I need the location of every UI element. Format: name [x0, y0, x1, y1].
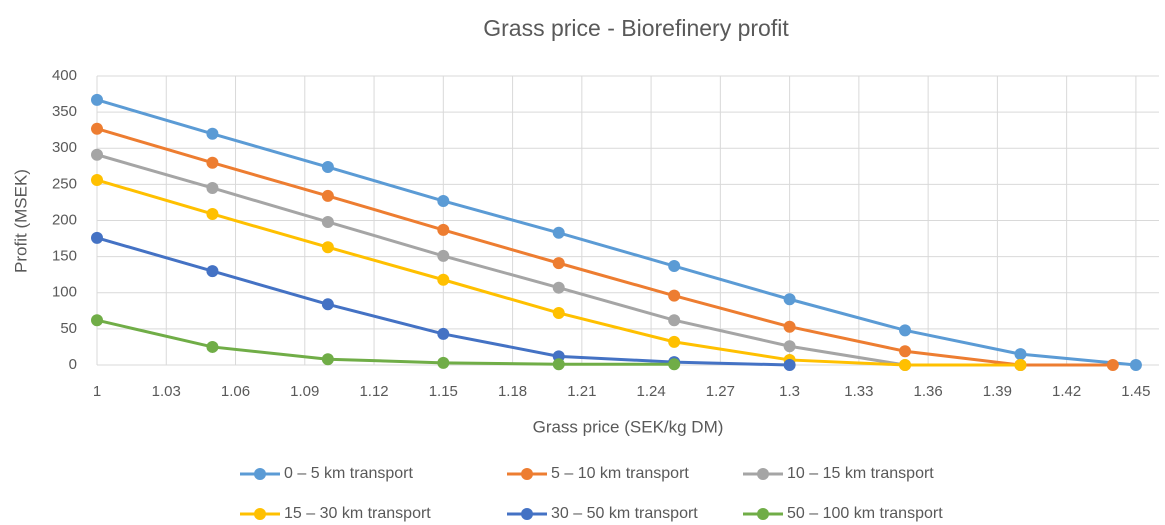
- data-point: [552, 257, 565, 270]
- series-line: [96, 98, 1137, 367]
- data-point: [668, 358, 681, 371]
- legend-label: 10 – 15 km transport: [787, 465, 934, 482]
- series-line: [96, 127, 1113, 367]
- x-tick-label: 1.3: [779, 383, 800, 400]
- data-point: [206, 265, 219, 278]
- data-point: [437, 223, 450, 236]
- data-point: [437, 194, 450, 207]
- data-point: [899, 324, 912, 337]
- data-point: [321, 298, 334, 311]
- y-tick-label: 0: [69, 356, 77, 373]
- data-point: [91, 148, 103, 161]
- data-point: [668, 289, 681, 302]
- data-point: [321, 215, 334, 228]
- data-point: [1014, 359, 1027, 371]
- x-tick-label: 1.18: [498, 383, 527, 400]
- data-point: [783, 340, 796, 353]
- y-tick-label: 150: [52, 248, 77, 265]
- data-point: [321, 189, 334, 202]
- data-point: [206, 127, 219, 140]
- y-tick-label: 350: [52, 103, 77, 120]
- data-point: [552, 358, 565, 371]
- x-tick-label: 1: [93, 383, 101, 400]
- data-point: [321, 161, 334, 174]
- x-tick-label: 1.45: [1121, 383, 1150, 400]
- legend-marker: [757, 508, 769, 520]
- chart-title: Grass price - Biorefinery profit: [483, 15, 789, 41]
- data-point: [668, 314, 681, 327]
- legend-label: 0 – 5 km transport: [284, 465, 414, 482]
- data-point: [206, 181, 219, 194]
- data-point: [91, 122, 103, 135]
- legend-label: 50 – 100 km transport: [787, 505, 943, 522]
- data-point: [206, 156, 219, 169]
- y-tick-label: 100: [52, 284, 77, 301]
- series-line: [96, 318, 675, 366]
- data-point: [91, 231, 103, 244]
- data-point: [206, 207, 219, 220]
- data-point: [899, 345, 912, 358]
- x-tick-label: 1.42: [1052, 383, 1081, 400]
- data-point: [552, 281, 565, 294]
- x-tick-label: 1.12: [359, 383, 388, 400]
- data-point: [552, 226, 565, 239]
- data-point: [1014, 348, 1027, 361]
- legend-marker: [254, 508, 266, 520]
- data-point: [437, 249, 450, 262]
- data-point: [437, 327, 450, 340]
- data-point: [206, 340, 219, 353]
- x-tick-label: 1.03: [152, 383, 181, 400]
- legend-marker: [521, 508, 533, 520]
- x-tick-label: 1.39: [983, 383, 1012, 400]
- data-point: [91, 314, 103, 327]
- data-point: [552, 306, 565, 319]
- legend-label: 30 – 50 km transport: [551, 505, 698, 522]
- data-point: [321, 241, 334, 254]
- x-tick-label: 1.27: [706, 383, 735, 400]
- y-tick-label: 50: [60, 320, 77, 337]
- data-point: [1106, 359, 1119, 371]
- data-point: [783, 293, 796, 306]
- x-tick-label: 1.06: [221, 383, 250, 400]
- y-tick-label: 250: [52, 175, 77, 192]
- data-point: [91, 174, 103, 187]
- x-tick-label: 1.24: [636, 383, 665, 400]
- data-point: [668, 335, 681, 348]
- legend-marker: [521, 468, 533, 480]
- data-point: [437, 356, 450, 369]
- x-tick-label: 1.15: [429, 383, 458, 400]
- data-point: [783, 359, 796, 371]
- y-tick-label: 200: [52, 211, 77, 228]
- legend-marker: [757, 468, 769, 480]
- y-axis-label: Profit (MSEK): [11, 169, 30, 273]
- data-point: [668, 260, 681, 273]
- y-tick-label: 400: [52, 67, 77, 84]
- x-tick-label: 1.21: [567, 383, 596, 400]
- legend-label: 15 – 30 km transport: [284, 505, 431, 522]
- legend-label: 5 – 10 km transport: [551, 465, 689, 482]
- x-tick-label: 1.09: [290, 383, 319, 400]
- data-point: [321, 353, 334, 366]
- x-tick-label: 1.36: [914, 383, 943, 400]
- data-point: [437, 273, 450, 286]
- data-point: [899, 359, 912, 371]
- x-tick-label: 1.33: [844, 383, 873, 400]
- data-point: [1129, 359, 1142, 371]
- y-tick-label: 300: [52, 139, 77, 156]
- legend-marker: [254, 468, 266, 480]
- data-point: [91, 93, 103, 106]
- data-point: [783, 320, 796, 333]
- x-axis-label: Grass price (SEK/kg DM): [533, 417, 724, 436]
